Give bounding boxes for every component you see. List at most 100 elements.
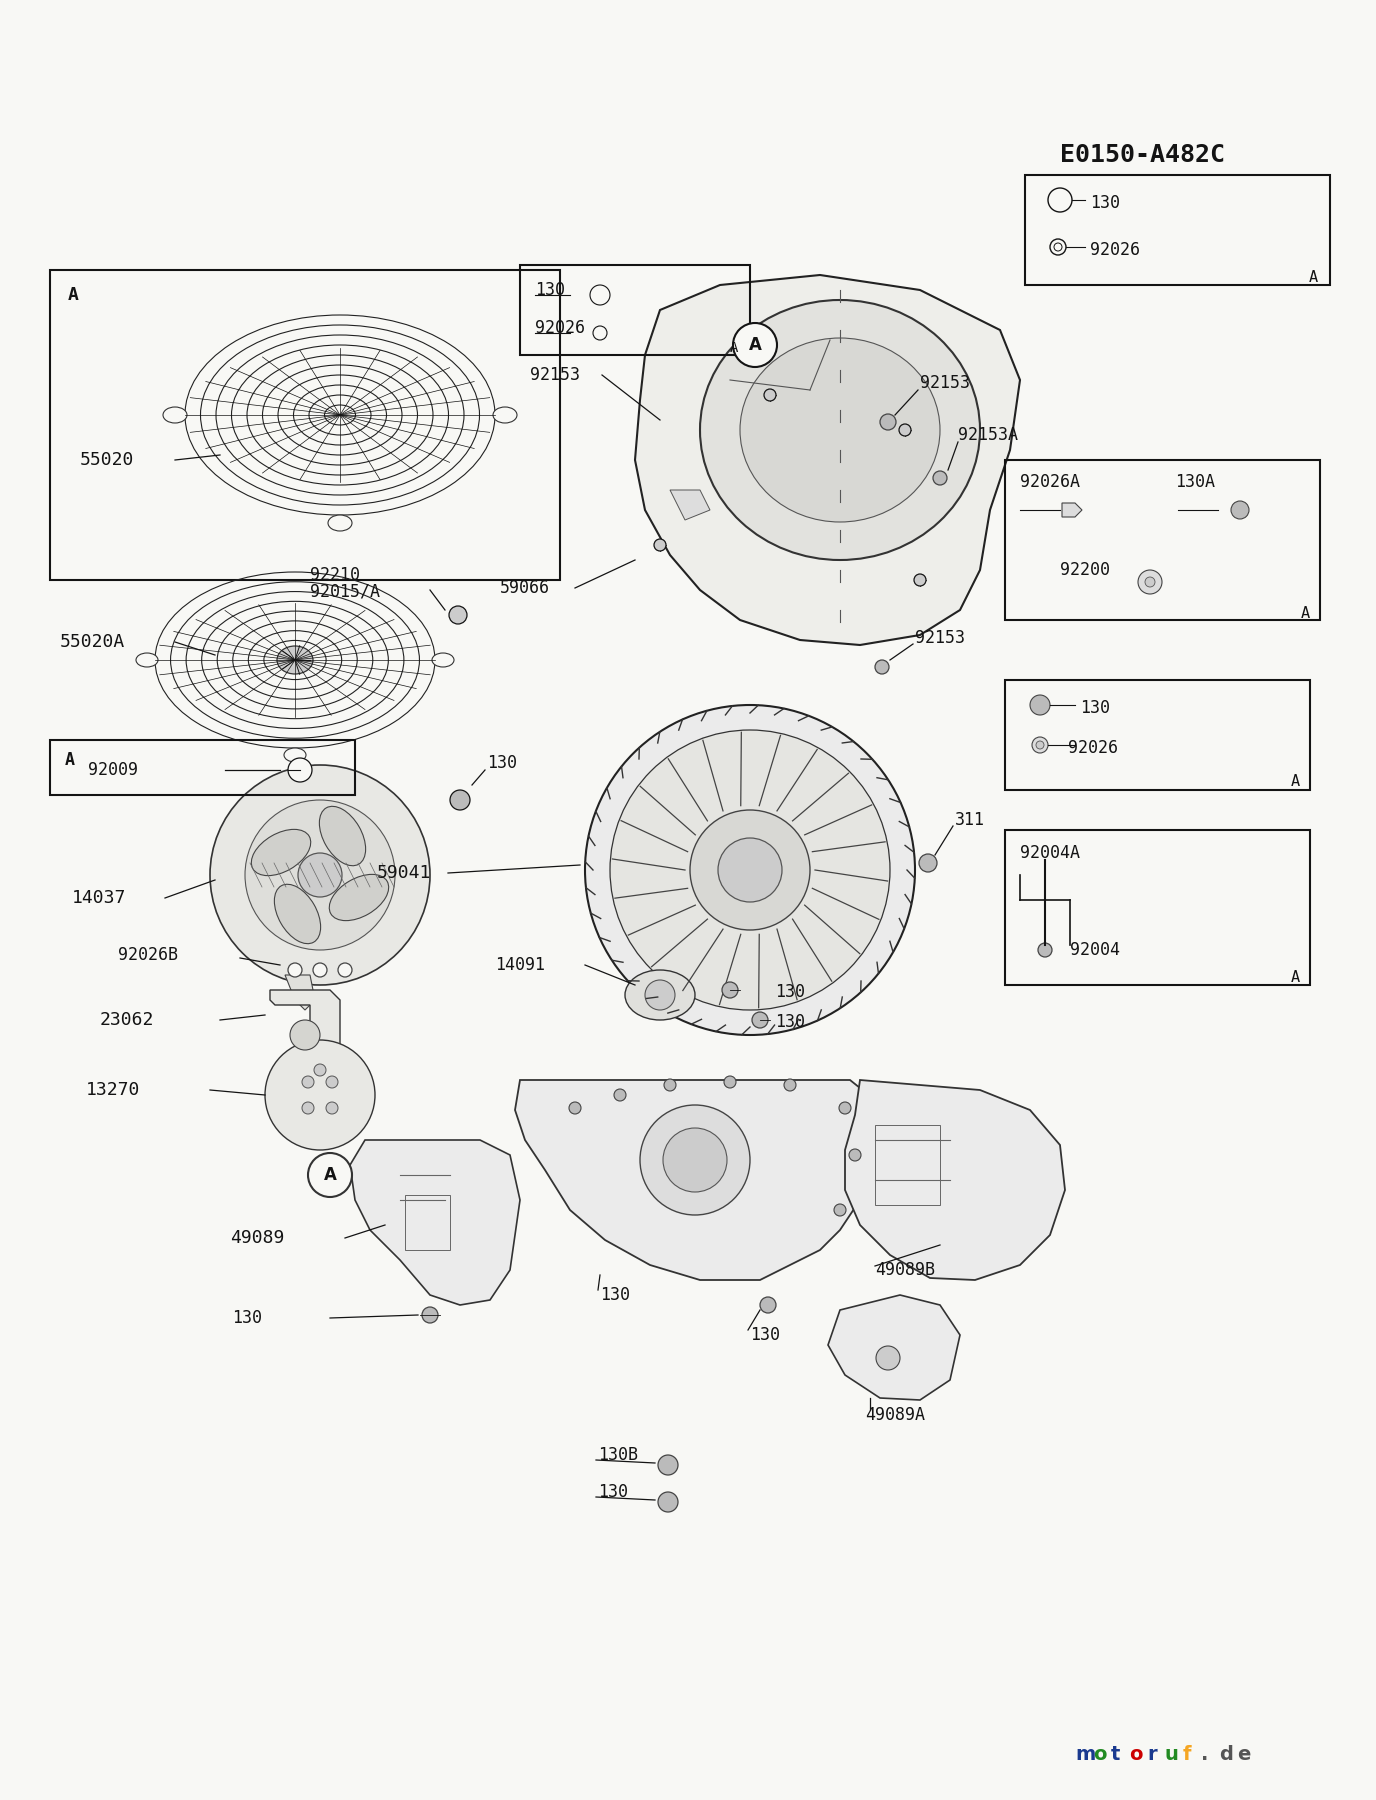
Circle shape: [1049, 187, 1072, 212]
Text: 92026: 92026: [535, 319, 585, 337]
Text: 130: 130: [599, 1483, 627, 1501]
Circle shape: [665, 1078, 676, 1091]
Text: 130: 130: [233, 1309, 261, 1327]
Ellipse shape: [319, 806, 366, 866]
Circle shape: [914, 574, 926, 587]
Circle shape: [733, 322, 777, 367]
Ellipse shape: [162, 407, 187, 423]
Circle shape: [266, 1040, 376, 1150]
Text: 49089A: 49089A: [866, 1406, 925, 1424]
Circle shape: [724, 1076, 736, 1087]
Ellipse shape: [136, 653, 158, 668]
Circle shape: [640, 1105, 750, 1215]
Text: 130: 130: [750, 1327, 780, 1345]
Circle shape: [919, 853, 937, 871]
Circle shape: [245, 799, 395, 950]
Text: 130: 130: [775, 1013, 805, 1031]
Circle shape: [658, 1454, 678, 1474]
Text: 130: 130: [775, 983, 805, 1001]
Circle shape: [1031, 695, 1050, 715]
Text: 92026B: 92026B: [118, 947, 178, 965]
Ellipse shape: [327, 515, 352, 531]
Circle shape: [570, 1102, 581, 1114]
Circle shape: [593, 326, 607, 340]
Text: o: o: [1093, 1746, 1106, 1764]
Ellipse shape: [625, 970, 695, 1021]
Text: 13270: 13270: [85, 1082, 140, 1100]
Text: m: m: [1075, 1746, 1095, 1764]
Circle shape: [326, 1102, 338, 1114]
Circle shape: [1036, 742, 1044, 749]
Bar: [1004, 461, 1320, 619]
Circle shape: [1050, 239, 1066, 256]
Bar: [1004, 830, 1310, 985]
Bar: [50, 270, 560, 580]
Circle shape: [590, 284, 610, 304]
Text: A: A: [65, 751, 76, 769]
Circle shape: [290, 1021, 321, 1049]
Circle shape: [614, 1089, 626, 1102]
Text: 92009: 92009: [88, 761, 138, 779]
Circle shape: [585, 706, 915, 1035]
Circle shape: [288, 963, 301, 977]
Text: 92004A: 92004A: [1020, 844, 1080, 862]
Circle shape: [299, 853, 343, 896]
Bar: [50, 740, 355, 796]
Circle shape: [899, 425, 911, 436]
Text: t: t: [1110, 1746, 1120, 1764]
Ellipse shape: [274, 884, 321, 943]
Text: .: .: [1201, 1746, 1208, 1764]
Text: A: A: [67, 286, 78, 304]
Ellipse shape: [493, 407, 517, 423]
Text: A: A: [323, 1166, 337, 1184]
Bar: [1004, 680, 1310, 790]
Circle shape: [1038, 943, 1053, 958]
Circle shape: [1138, 571, 1161, 594]
Circle shape: [1145, 578, 1154, 587]
Polygon shape: [670, 490, 710, 520]
Text: E0150-A482C: E0150-A482C: [1060, 142, 1225, 167]
Text: 311: 311: [955, 812, 985, 830]
Circle shape: [849, 1148, 861, 1161]
Text: 59066: 59066: [499, 580, 550, 598]
Ellipse shape: [700, 301, 980, 560]
Circle shape: [1054, 243, 1062, 250]
Polygon shape: [845, 1080, 1065, 1280]
Text: 130: 130: [1090, 194, 1120, 212]
Circle shape: [718, 839, 782, 902]
Circle shape: [663, 1129, 727, 1192]
Text: 23062: 23062: [100, 1012, 154, 1030]
Text: r: r: [1148, 1746, 1157, 1764]
Text: 92200: 92200: [1060, 562, 1110, 580]
Ellipse shape: [329, 875, 388, 920]
Bar: [875, 1125, 940, 1204]
Circle shape: [312, 963, 327, 977]
Text: A: A: [1291, 774, 1300, 790]
Polygon shape: [270, 990, 340, 1060]
Polygon shape: [634, 275, 1020, 644]
Polygon shape: [1062, 502, 1082, 517]
Circle shape: [308, 1154, 352, 1197]
Circle shape: [654, 538, 666, 551]
Text: A: A: [729, 340, 738, 355]
Circle shape: [301, 1076, 314, 1087]
Circle shape: [288, 758, 312, 781]
Circle shape: [450, 790, 471, 810]
Text: 92153: 92153: [915, 628, 965, 646]
Text: 130: 130: [487, 754, 517, 772]
Text: f: f: [1183, 1746, 1192, 1764]
Circle shape: [760, 1298, 776, 1312]
Text: A: A: [1300, 605, 1310, 621]
Text: 14091: 14091: [495, 956, 545, 974]
Text: 92004: 92004: [1071, 941, 1120, 959]
Text: 55020A: 55020A: [61, 634, 125, 652]
Circle shape: [211, 765, 429, 985]
Text: 92026: 92026: [1068, 740, 1117, 758]
Text: 92153: 92153: [921, 374, 970, 392]
Text: 92026: 92026: [1090, 241, 1139, 259]
Circle shape: [338, 963, 352, 977]
Circle shape: [1032, 736, 1049, 752]
Text: d: d: [1219, 1746, 1233, 1764]
Bar: [1025, 175, 1331, 284]
Text: 130B: 130B: [599, 1445, 638, 1463]
